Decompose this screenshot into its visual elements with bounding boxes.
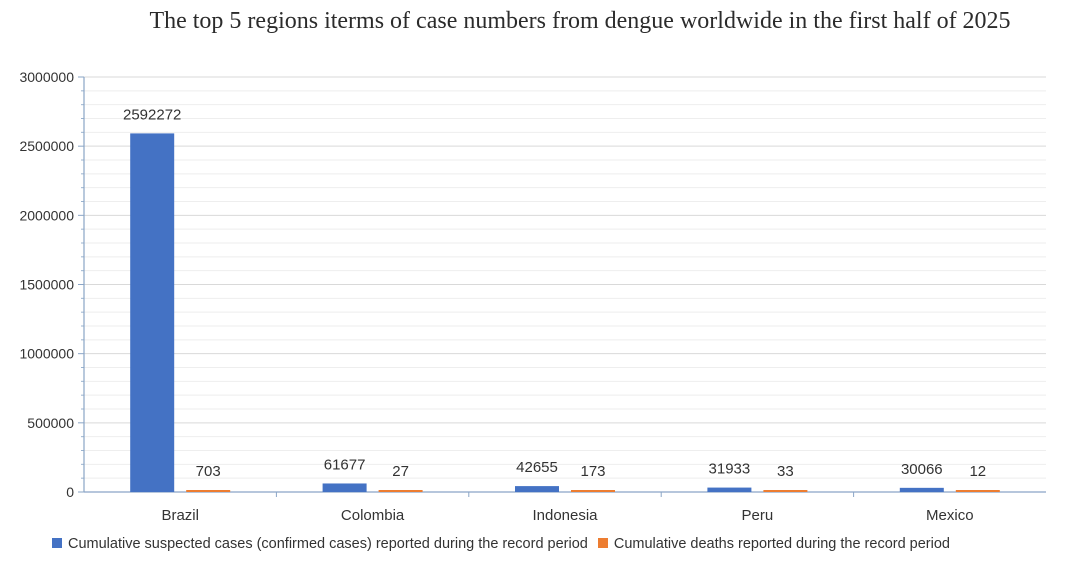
legend-swatch-cases <box>52 538 62 548</box>
bar-cases-indonesia <box>515 486 559 492</box>
y-tick-label: 3000000 <box>19 69 74 85</box>
data-label-deaths-colombia: 27 <box>392 463 409 480</box>
data-label-deaths-brazil: 703 <box>196 463 221 480</box>
bar-cases-peru <box>707 487 752 492</box>
bar-deaths-mexico <box>955 490 1000 492</box>
x-tick-label-indonesia: Indonesia <box>532 507 598 524</box>
chart-title: The top 5 regions iterms of case numbers… <box>149 8 1011 34</box>
y-tick-label: 0 <box>66 484 74 500</box>
labels: 0 500000 1000000 1500000 2000000 2500000 30000… <box>19 69 986 524</box>
y-tick-label: 2500000 <box>19 138 74 154</box>
legend-swatch-deaths <box>597 538 608 548</box>
data-label-deaths-mexico: 12 <box>969 463 986 480</box>
data-label-deaths-indonesia: 173 <box>580 463 605 480</box>
bar-cases-colombia <box>322 483 367 492</box>
y-tick-label: 1000000 <box>19 346 74 362</box>
x-tick-label-peru: Peru <box>742 507 774 524</box>
bar-cases-mexico <box>899 487 944 492</box>
data-label-cases-mexico: 30066 <box>901 461 943 478</box>
data-label-cases-peru: 31933 <box>709 461 751 478</box>
legend: Cumulative suspected cases (confirmed ca… <box>52 536 950 552</box>
legend-label-cases: Cumulative suspected cases (confirmed ca… <box>68 536 588 552</box>
x-tick-label-colombia: Colombia <box>341 507 405 524</box>
bars <box>130 133 1000 492</box>
y-tick-label: 1500000 <box>19 277 74 293</box>
data-label-cases-brazil: 2592272 <box>123 106 181 123</box>
bar-deaths-peru <box>763 490 808 492</box>
bar-deaths-brazil <box>186 490 231 492</box>
legend-item-cases[interactable]: Cumulative suspected cases (confirmed ca… <box>52 536 588 552</box>
y-tick-label: 2000000 <box>19 207 74 223</box>
bar-cases-brazil <box>130 133 175 492</box>
bar-deaths-indonesia <box>571 490 615 492</box>
legend-label-deaths: Cumulative deaths reported during the re… <box>613 536 950 552</box>
bar-deaths-colombia <box>378 490 423 492</box>
legend-item-deaths[interactable]: Cumulative deaths reported during the re… <box>597 536 950 552</box>
x-tick-label-mexico: Mexico <box>926 507 974 524</box>
gridlines <box>84 76 1046 479</box>
axes <box>78 76 1046 497</box>
y-tick-label: 500000 <box>27 415 74 431</box>
data-label-deaths-peru: 33 <box>777 463 794 480</box>
data-label-cases-indonesia: 42655 <box>516 459 558 476</box>
data-label-cases-colombia: 61677 <box>324 456 366 473</box>
x-tick-label-brazil: Brazil <box>161 507 199 524</box>
